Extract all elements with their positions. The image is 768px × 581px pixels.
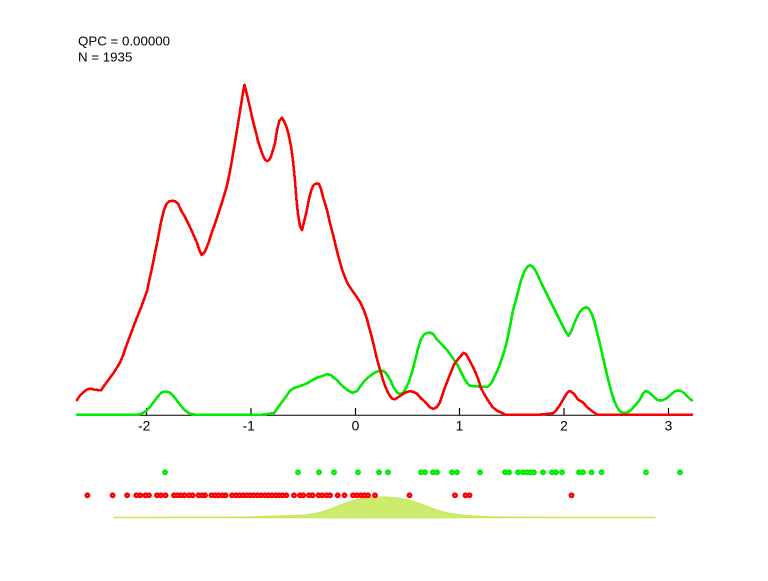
svg-text:N = 1935: N = 1935 [78, 50, 132, 65]
svg-text:1: 1 [456, 418, 464, 433]
svg-text:QPC = 0.00000: QPC = 0.00000 [78, 34, 170, 49]
svg-text:3: 3 [665, 418, 673, 433]
svg-text:-2: -2 [138, 418, 150, 433]
svg-text:0: 0 [352, 418, 360, 433]
svg-text:-1: -1 [243, 418, 255, 433]
svg-text:2: 2 [560, 418, 568, 433]
